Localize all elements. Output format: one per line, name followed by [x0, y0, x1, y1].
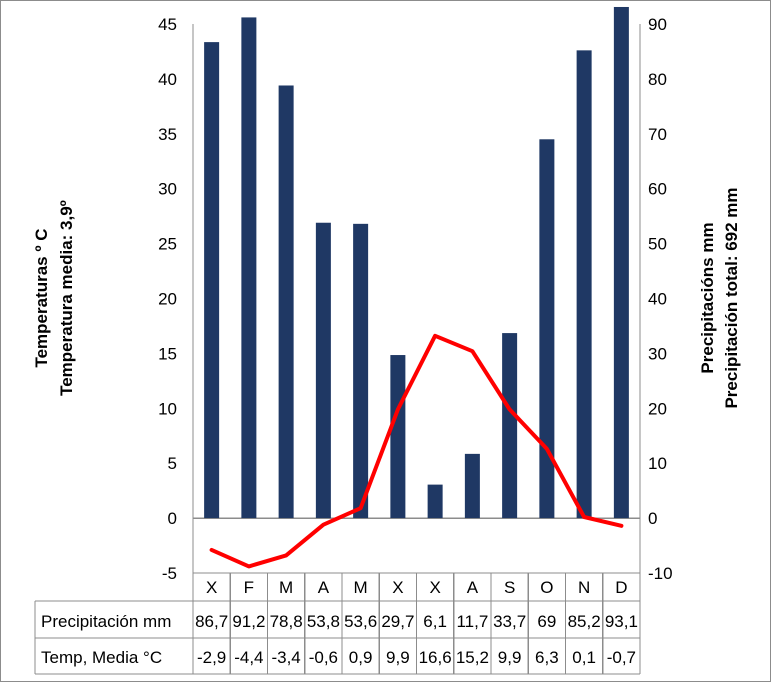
- precip-bar-1: [204, 42, 220, 519]
- table-row-header-temp: Temp, Media °C: [41, 648, 162, 667]
- precip-cell: 85,2: [568, 612, 601, 631]
- left-tick-label: 5: [168, 454, 177, 473]
- precip-bar-6: [390, 355, 406, 519]
- temp-cell: -3,4: [271, 648, 300, 667]
- precip-cell: 69: [537, 612, 556, 631]
- temp-cell: 9,9: [498, 648, 522, 667]
- left-tick-label: 10: [158, 399, 177, 418]
- right-tick-label: 60: [648, 180, 667, 199]
- right-tick-label: 40: [648, 290, 667, 309]
- precip-bar-10: [539, 139, 555, 519]
- left-tick-label: 20: [158, 290, 177, 309]
- precip-bar-7: [427, 484, 443, 519]
- left-tick-label: 40: [158, 70, 177, 89]
- precip-bar-2: [241, 17, 257, 519]
- precip-bar-9: [502, 333, 518, 519]
- table-row-header-precip: Precipitación mm: [41, 612, 171, 631]
- precip-bar-5: [353, 223, 369, 519]
- temp-cell: -0,6: [309, 648, 338, 667]
- category-label: X: [392, 578, 403, 597]
- right-tick-label: 0: [648, 509, 657, 528]
- right-tick-label: -10: [648, 564, 673, 583]
- category-label: X: [206, 578, 217, 597]
- left-axis-label-1: Temperaturas º C: [32, 228, 51, 367]
- right-tick-label: 20: [648, 399, 667, 418]
- right-tick-label: 30: [648, 344, 667, 363]
- temperature-series-line: [209, 333, 624, 569]
- precip-cell: 53,6: [344, 612, 377, 631]
- precip-bar-4: [315, 222, 331, 519]
- precip-cell: 91,2: [232, 612, 265, 631]
- temp-cell: 0,1: [572, 648, 596, 667]
- right-axis-ticks: -10 0 10 20 30 40 50 60 70 80 90: [648, 15, 673, 583]
- plot-grid: [34, 24, 641, 675]
- temp-cell: 6,3: [535, 648, 559, 667]
- temp-cell: 16,6: [419, 648, 452, 667]
- precip-bar-11: [576, 50, 592, 519]
- category-label: D: [615, 578, 627, 597]
- right-axis-label-2: Precipitación total: 692 mm: [722, 187, 741, 408]
- right-tick-label: 90: [648, 15, 667, 34]
- right-tick-label: 50: [648, 235, 667, 254]
- precip-cell: 11,7: [456, 612, 488, 631]
- precip-bar-3: [278, 85, 294, 519]
- temp-cell: -2,9: [197, 648, 226, 667]
- left-axis-label-2: Temperatura media: 3,9º: [57, 200, 76, 396]
- left-tick-label: 15: [158, 344, 177, 363]
- precipitation-bars: [204, 6, 629, 519]
- temperature-line: [209, 333, 624, 569]
- right-tick-label: 70: [648, 125, 667, 144]
- category-label: S: [504, 578, 515, 597]
- precip-cell: 33,7: [493, 612, 526, 631]
- precip-cell: 53,8: [307, 612, 340, 631]
- category-label: A: [467, 578, 479, 597]
- left-axis-ticks: -5 0 5 10 15 20 25 30 35 40 45: [158, 15, 177, 583]
- category-label: O: [540, 578, 553, 597]
- precip-cell: 93,1: [605, 612, 638, 631]
- precip-bar-12: [613, 6, 629, 519]
- temp-cell: 9,9: [386, 648, 410, 667]
- temp-cell: 0,9: [349, 648, 373, 667]
- category-label: A: [318, 578, 330, 597]
- temp-cell: -4,4: [234, 648, 263, 667]
- left-tick-label: 25: [158, 235, 177, 254]
- precip-cell: 86,7: [195, 612, 228, 631]
- left-tick-label: 45: [158, 15, 177, 34]
- category-label: M: [279, 578, 293, 597]
- right-axis-label-1: Precipitacións mm: [698, 222, 717, 373]
- left-tick-label: 0: [168, 509, 177, 528]
- category-label: N: [578, 578, 590, 597]
- right-tick-label: 10: [648, 454, 667, 473]
- temp-cell: -0,7: [607, 648, 636, 667]
- temp-cell: 15,2: [456, 648, 489, 667]
- category-label: F: [244, 578, 254, 597]
- category-label: X: [429, 578, 440, 597]
- precip-cell: 78,8: [270, 612, 303, 631]
- precip-cell: 29,7: [381, 612, 414, 631]
- category-label: M: [354, 578, 368, 597]
- left-tick-label: 30: [158, 180, 177, 199]
- right-tick-label: 80: [648, 70, 667, 89]
- data-table: X F M A M X X A S O N D Precipitación mm Temp, Media …: [41, 578, 638, 667]
- precip-cell: 6,1: [423, 612, 447, 631]
- precip-bar-8: [464, 453, 480, 519]
- left-tick-label: -5: [162, 564, 177, 583]
- left-tick-label: 35: [158, 125, 177, 144]
